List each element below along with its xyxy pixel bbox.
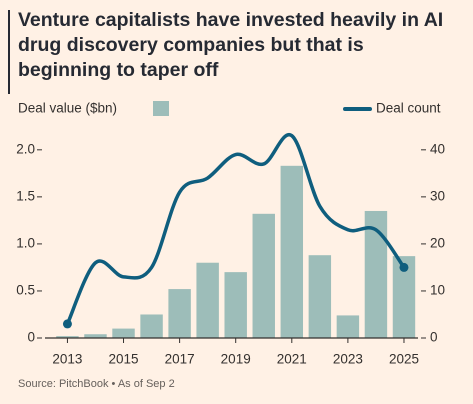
legend-label: Deal count xyxy=(376,101,441,116)
bar xyxy=(308,255,332,338)
bar xyxy=(364,210,388,338)
legend-swatch xyxy=(153,101,169,116)
bar xyxy=(84,334,107,338)
y-tick-label: 2.0 xyxy=(16,141,35,156)
y-tick-label: 1.0 xyxy=(16,235,35,250)
x-tick-label: 2025 xyxy=(389,352,419,367)
chart-title: Venture capitalists have invested heavil… xyxy=(18,9,444,81)
x-tick-label: 2017 xyxy=(165,352,195,367)
line xyxy=(65,133,406,325)
bar xyxy=(112,328,135,338)
bar xyxy=(392,256,416,338)
y2-tick-label: 0 xyxy=(430,330,438,345)
bar xyxy=(336,315,360,338)
bar xyxy=(56,336,79,338)
source: Source: PitchBook • As of Sep 2 xyxy=(18,378,175,390)
bar xyxy=(252,213,275,338)
title-rule xyxy=(8,10,10,94)
y2-tick-label: 20 xyxy=(430,235,445,250)
bar xyxy=(224,272,247,338)
x-tick-label: 2023 xyxy=(333,352,363,367)
x-tick-label: 2013 xyxy=(52,352,82,367)
x-tick-label: 2019 xyxy=(221,352,251,367)
bar xyxy=(140,314,163,338)
y2-tick-label: 30 xyxy=(430,188,445,203)
line-end xyxy=(399,262,409,272)
x-tick-label: 2015 xyxy=(109,352,139,367)
line-end xyxy=(62,319,72,329)
y2-tick-label: 40 xyxy=(430,141,445,156)
y-tick-label: 1.5 xyxy=(16,188,35,203)
x-tick-label: 2021 xyxy=(277,352,307,367)
y-tick-label: 0.5 xyxy=(16,283,35,298)
bar xyxy=(280,165,304,338)
y-tick-label: 0 xyxy=(27,330,35,345)
bar xyxy=(168,289,191,338)
bar xyxy=(196,262,219,338)
legend-label: Deal value ($bn) xyxy=(18,101,117,116)
y2-tick-label: 10 xyxy=(430,283,445,298)
